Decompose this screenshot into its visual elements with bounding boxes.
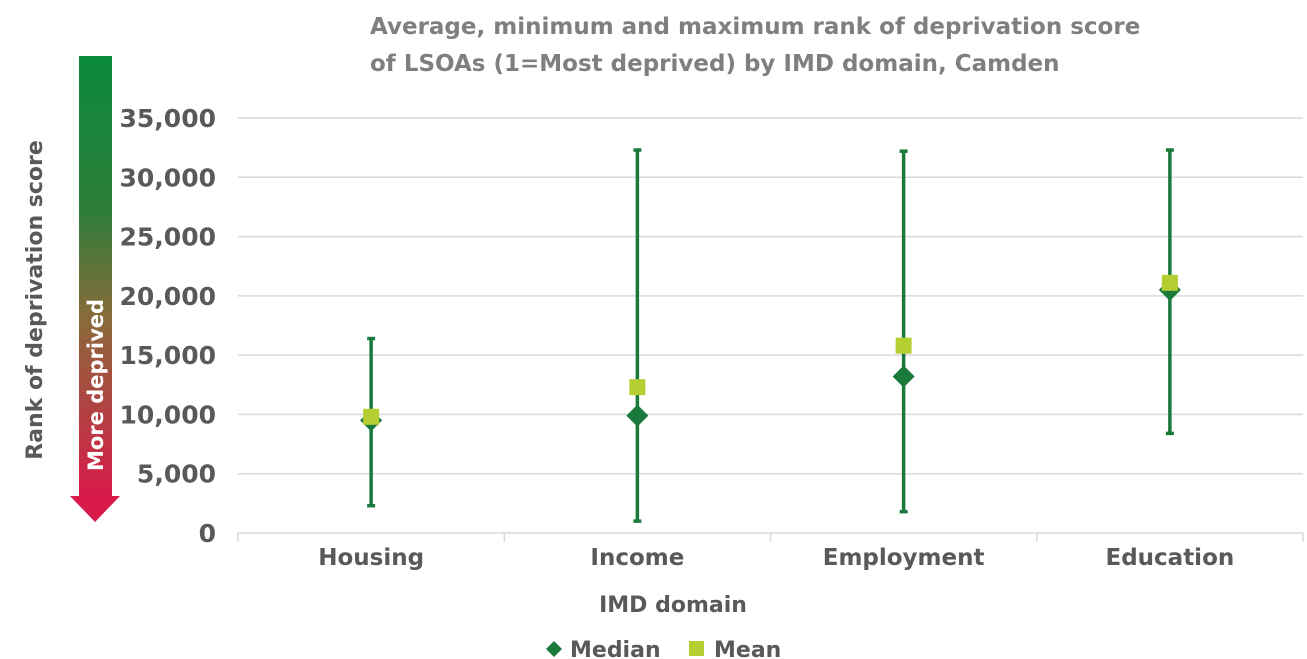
y-tick-label: 35,000 <box>120 104 216 133</box>
legend-item-mean: Mean <box>689 638 781 659</box>
data-markers <box>360 274 1181 432</box>
median-point <box>626 404 649 427</box>
legend-mean-marker <box>689 641 704 656</box>
legend-item-median: Median <box>546 638 661 659</box>
legend: Median Mean <box>546 638 781 659</box>
y-tick-label: 15,000 <box>120 341 216 370</box>
y-tick-labels: 0 5,000 10,000 15,000 20,000 25,000 30,000 35,0… <box>120 104 216 548</box>
more-deprived-label: More deprived <box>84 299 108 471</box>
chart-title-line-1: Average, minimum and maximum rank of dep… <box>370 14 1140 40</box>
mean-point <box>895 337 912 354</box>
x-tick-label-housing: Housing <box>318 545 424 571</box>
y-tick-label: 30,000 <box>120 163 216 192</box>
deprivation-arrow-head <box>70 496 120 522</box>
y-tick-label: 10,000 <box>120 400 216 429</box>
legend-mean-label: Mean <box>714 638 781 659</box>
x-axis-title: IMD domain <box>599 593 747 618</box>
x-tick-label-education: Education <box>1105 545 1234 571</box>
chart-title-line-2: of LSOAs (1=Most deprived) by IMD domain… <box>370 51 1060 77</box>
legend-median-marker <box>546 641 562 657</box>
mean-point <box>363 408 380 425</box>
gridlines <box>238 117 1303 475</box>
x-tick-label-employment: Employment <box>823 545 985 571</box>
y-tick-label: 5,000 <box>137 460 216 489</box>
legend-median-label: Median <box>570 638 661 659</box>
median-point <box>892 365 915 388</box>
y-axis-title: Rank of deprivation score <box>23 140 48 460</box>
y-tick-label: 0 <box>199 519 216 548</box>
x-tick-label-income: Income <box>590 545 684 571</box>
chart-title: Average, minimum and maximum rank of dep… <box>370 14 1140 77</box>
x-axis: Housing Income Employment Education <box>237 532 1304 571</box>
mean-point <box>629 379 646 396</box>
y-tick-label: 25,000 <box>120 223 216 252</box>
y-tick-label: 20,000 <box>120 282 216 311</box>
range-bars <box>367 148 1174 523</box>
deprivation-arrow: More deprived <box>70 56 120 522</box>
mean-point <box>1161 274 1178 291</box>
deprivation-arrow-shaft <box>79 56 112 496</box>
